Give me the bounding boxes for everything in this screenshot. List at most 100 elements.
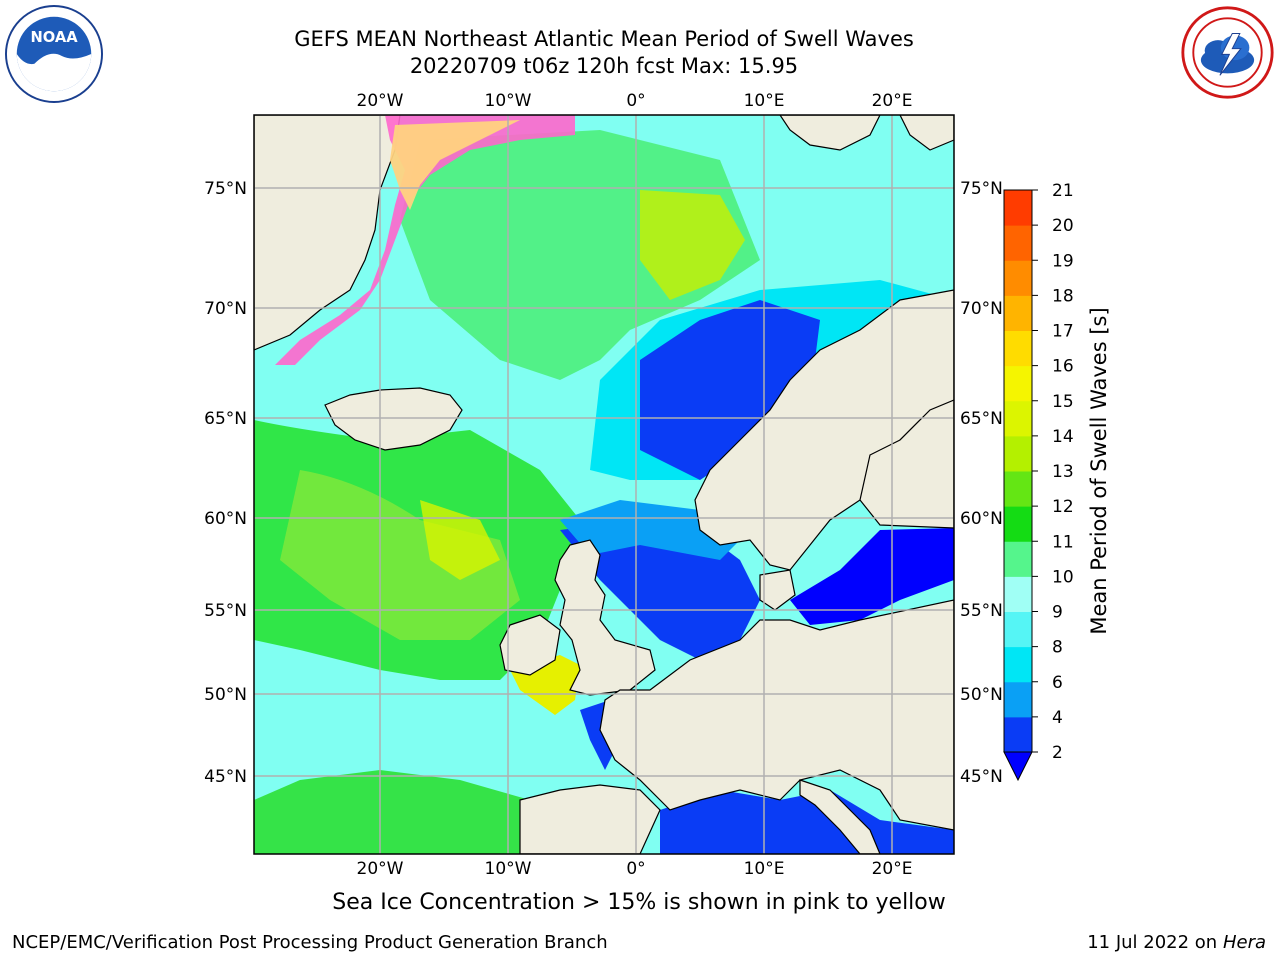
colorbar-block [1004, 541, 1032, 577]
colorbar-tick-label: 12 [1052, 497, 1074, 517]
colorbar-block [1004, 646, 1032, 683]
lat-label-left: 75°N [204, 179, 247, 199]
colorbar-tick-label: 6 [1052, 673, 1063, 693]
noaa-logo-text: NOAA [30, 29, 78, 46]
colorbar-tick-label: 10 [1052, 567, 1074, 587]
colorbar-block [1004, 225, 1032, 261]
run-date: 11 Jul 2022 on Hera [1087, 932, 1266, 953]
colorbar-tick-label: 16 [1052, 357, 1074, 377]
colorbar-tick-label: 19 [1052, 251, 1074, 271]
colorbar-tick-label: 9 [1052, 603, 1063, 623]
colorbar-blocks [1004, 190, 1032, 753]
colorbar-tick-label: 20 [1052, 216, 1074, 236]
colorbar: 2 4 6 8 9 10 11 12 13 14 15 16 17 18 19 20 21 Mean Perio… [1003, 181, 1111, 782]
land-ireland [499, 614, 561, 676]
swell-region-lightgreen [280, 470, 520, 640]
lon-label-top: 20°E [872, 91, 913, 111]
lat-label-right: 45°N [960, 767, 1003, 787]
lon-label-top: 10°E [744, 91, 785, 111]
colorbar-block [1004, 681, 1032, 718]
colorbar-block [1004, 400, 1032, 437]
run-date-text: 11 Jul 2022 on [1087, 932, 1223, 953]
colorbar-block [1004, 260, 1032, 296]
lat-label-left: 60°N [204, 509, 247, 529]
swell-region-norwegian-blue [640, 300, 820, 480]
lat-right-labels: 75°N 70°N 65°N 60°N 55°N 50°N 45°N [960, 179, 1003, 787]
colorbar-tick-label: 14 [1052, 427, 1074, 447]
lat-label-left: 65°N [204, 409, 247, 429]
noaa-logo: NOAA [5, 5, 103, 103]
credit-line: NCEP/EMC/Verification Post Processing Pr… [12, 932, 608, 953]
graticule [254, 115, 954, 854]
colorbar-tick-label: 18 [1052, 286, 1074, 306]
colorbar-tick-label: 15 [1052, 392, 1074, 412]
map-title: GEFS MEAN Northeast Atlantic Mean Period… [294, 27, 914, 51]
colorbar-block [1004, 611, 1032, 648]
colorbar-under-arrow [1003, 751, 1033, 782]
colorbar-tick-label: 11 [1052, 532, 1074, 552]
colorbar-block [1004, 330, 1032, 367]
swell-region-northsea-midblue [560, 500, 740, 560]
lon-label-top: 10°W [485, 91, 532, 111]
lon-label-bottom: 10°W [485, 859, 532, 879]
colorbar-tick-label: 4 [1052, 708, 1063, 728]
lat-label-right: 75°N [960, 179, 1003, 199]
land-europe [599, 599, 954, 831]
lat-label-right: 65°N [960, 409, 1003, 429]
land-franz-josef [899, 115, 954, 151]
land-finland [859, 399, 954, 529]
colorbar-block [1004, 506, 1032, 542]
lat-label-left: 55°N [204, 601, 247, 621]
land-denmark [759, 569, 796, 611]
lon-label-bottom: 20°W [357, 859, 404, 879]
map-frame [253, 114, 955, 855]
swell-region-south-green [254, 770, 540, 854]
colorbar-tick-label: 2 [1052, 743, 1063, 763]
colorbar-tick-label: 8 [1052, 638, 1063, 658]
lat-label-left: 50°N [204, 685, 247, 705]
sea-ice-core [390, 120, 520, 210]
lon-top-labels: 20°W 10°W 0° 10°E 20°E [357, 91, 913, 111]
lon-label-top: 0° [626, 91, 645, 111]
lat-label-left: 45°N [204, 767, 247, 787]
lat-left-labels: 75°N 70°N 65°N 60°N 55°N 50°N 45°N [204, 179, 247, 787]
lat-label-left: 70°N [204, 299, 247, 319]
colorbar-block [1004, 435, 1032, 472]
colorbar-label: Mean Period of Swell Waves [s] [1087, 307, 1111, 634]
lat-label-right: 70°N [960, 299, 1003, 319]
colorbar-block [1004, 190, 1032, 226]
lon-label-bottom: 10°E [744, 859, 785, 879]
colorbar-block [1004, 576, 1032, 612]
lat-label-right: 50°N [960, 685, 1003, 705]
swell-region-mediterranean [660, 790, 954, 854]
colorbar-block [1004, 365, 1032, 402]
map-field [254, 115, 954, 854]
swell-region-baltic [790, 528, 954, 625]
lon-label-bottom: 20°E [872, 859, 913, 879]
lat-label-right: 55°N [960, 601, 1003, 621]
colorbar-ticks: 2 4 6 8 9 10 11 12 13 14 15 16 17 18 19 20 21 [1032, 181, 1074, 763]
land-svalbard [779, 115, 881, 151]
colorbar-tick-label: 13 [1052, 462, 1074, 482]
colorbar-tick-label: 17 [1052, 322, 1074, 342]
lon-label-bottom: 0° [626, 859, 645, 879]
colorbar-block [1004, 295, 1032, 331]
colorbar-block [1004, 471, 1032, 507]
colorbar-block [1004, 716, 1032, 753]
axis-labels: 20°W 10°W 0° 10°E 20°E 20°W 10°W 0° 10°E… [204, 91, 1003, 879]
lon-bottom-labels: 20°W 10°W 0° 10°E 20°E [357, 859, 913, 879]
land-iceland [324, 387, 463, 451]
machine-name: Hera [1222, 932, 1266, 953]
lat-label-right: 60°N [960, 509, 1003, 529]
swell-region-yellow [420, 500, 500, 580]
lon-label-top: 20°W [357, 91, 404, 111]
nws-logo [1181, 6, 1274, 99]
colorbar-tick-label: 21 [1052, 181, 1074, 201]
land-masses [254, 115, 954, 854]
forecast-subtitle: 20220709 t06z 120h fcst Max: 15.95 [409, 54, 799, 78]
swell-region-north-yellow [640, 190, 745, 300]
land-iberia [519, 784, 661, 854]
sea-ice-footnote: Sea Ice Concentration > 15% is shown in … [332, 890, 946, 915]
land-italy [799, 779, 881, 854]
